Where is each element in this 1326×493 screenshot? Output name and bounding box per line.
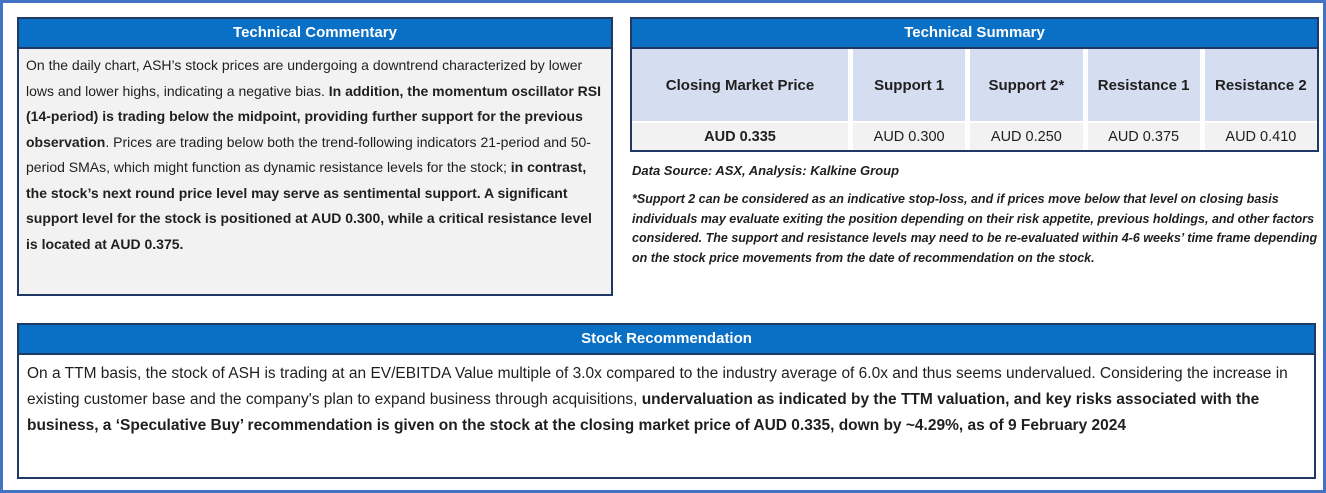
stock-recommendation-title: Stock Recommendation <box>19 325 1314 355</box>
column-header-resistance-2: Resistance 2 <box>1204 49 1317 121</box>
technical-commentary-text: On the daily chart, ASH’s stock prices a… <box>26 57 601 252</box>
closing-market-price-value: AUD 0.335 <box>632 123 848 150</box>
resistance-1-value: AUD 0.375 <box>1087 123 1200 150</box>
summary-value-row: AUD 0.335 AUD 0.300 AUD 0.250 AUD 0.375 … <box>632 123 1317 150</box>
column-header-resistance-1: Resistance 1 <box>1087 49 1200 121</box>
support-1-value: AUD 0.300 <box>853 123 966 150</box>
summary-notes: Data Source: ASX, Analysis: Kalkine Grou… <box>632 163 1319 268</box>
support-2-value: AUD 0.250 <box>970 123 1083 150</box>
column-header-support-2: Support 2* <box>970 49 1083 121</box>
support2-footnote: *Support 2 can be considered as an indic… <box>632 192 1318 265</box>
data-source-note: Data Source: ASX, Analysis: Kalkine Grou… <box>632 163 900 178</box>
stock-recommendation-text: On a TTM basis, the stock of ASH is trad… <box>27 365 1288 434</box>
summary-header-row: Closing Market Price Support 1 Support 2… <box>632 49 1317 121</box>
column-header-support-1: Support 1 <box>853 49 966 121</box>
technical-summary-panel: Technical Summary Closing Market Price S… <box>630 17 1319 152</box>
column-header-closing-market-price: Closing Market Price <box>632 49 848 121</box>
resistance-2-value: AUD 0.410 <box>1204 123 1317 150</box>
stock-recommendation-panel: Stock Recommendation On a TTM basis, the… <box>17 323 1316 479</box>
technical-summary-title: Technical Summary <box>632 19 1317 49</box>
technical-commentary-panel: Technical Commentary On the daily chart,… <box>17 17 613 296</box>
technical-commentary-title: Technical Commentary <box>19 19 611 49</box>
